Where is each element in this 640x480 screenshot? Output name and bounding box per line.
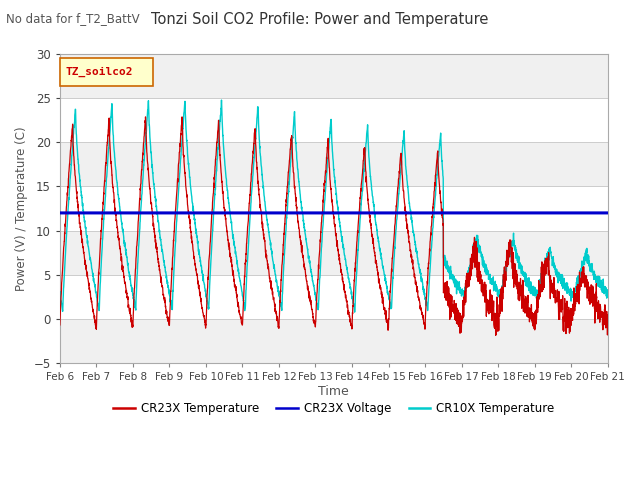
Line: CR10X Temperature: CR10X Temperature [60, 100, 607, 312]
CR23X Voltage [593, 210, 601, 216]
CR23X Voltage [266, 210, 274, 216]
CR10X Temperature [290, 118, 298, 123]
X-axis label: Time: Time [318, 385, 349, 398]
Bar [60, 230, 607, 275]
CR23X Voltage [118, 210, 126, 216]
CR10X Temperature [218, 97, 225, 103]
CR23X Temperature [56, 322, 63, 328]
CR23X Temperature [604, 312, 611, 318]
Line: CR23X Temperature: CR23X Temperature [60, 117, 607, 336]
Legend: CR23X Temperature, CR23X Voltage, CR10X Temperature: CR23X Temperature, CR23X Voltage, CR10X … [109, 397, 559, 420]
CR23X Temperature [593, 302, 601, 308]
Bar [60, 319, 607, 363]
Text: Tonzi Soil CO2 Profile: Power and Temperature: Tonzi Soil CO2 Profile: Power and Temper… [151, 12, 489, 27]
CR23X Temperature [151, 234, 159, 240]
CR23X Temperature [492, 333, 499, 338]
Bar [60, 142, 607, 186]
CR23X Voltage [604, 210, 611, 216]
CR23X Temperature [290, 171, 298, 177]
CR23X Voltage [56, 210, 63, 216]
Text: TZ_soilco2: TZ_soilco2 [65, 67, 133, 77]
Text: No data for f_T2_BattV: No data for f_T2_BattV [6, 12, 140, 25]
Bar [60, 54, 607, 98]
CR23X Temperature [118, 264, 126, 269]
CR10X Temperature [593, 275, 601, 280]
Bar [60, 186, 607, 230]
CR10X Temperature [534, 292, 542, 298]
CR10X Temperature [604, 290, 611, 296]
CR10X Temperature [266, 238, 274, 243]
CR10X Temperature [151, 191, 159, 197]
Y-axis label: Power (V) / Temperature (C): Power (V) / Temperature (C) [15, 126, 28, 291]
Bar [60, 98, 607, 142]
Bar [60, 275, 607, 319]
CR23X Voltage [290, 210, 298, 216]
CR23X Temperature [266, 278, 274, 284]
CR23X Temperature [534, 305, 542, 311]
CR23X Voltage [151, 210, 159, 216]
CR10X Temperature [118, 225, 126, 231]
CR10X Temperature [351, 309, 358, 315]
CR23X Temperature [178, 114, 186, 120]
CR10X Temperature [56, 293, 63, 299]
CR23X Voltage [534, 210, 541, 216]
FancyBboxPatch shape [60, 58, 153, 86]
